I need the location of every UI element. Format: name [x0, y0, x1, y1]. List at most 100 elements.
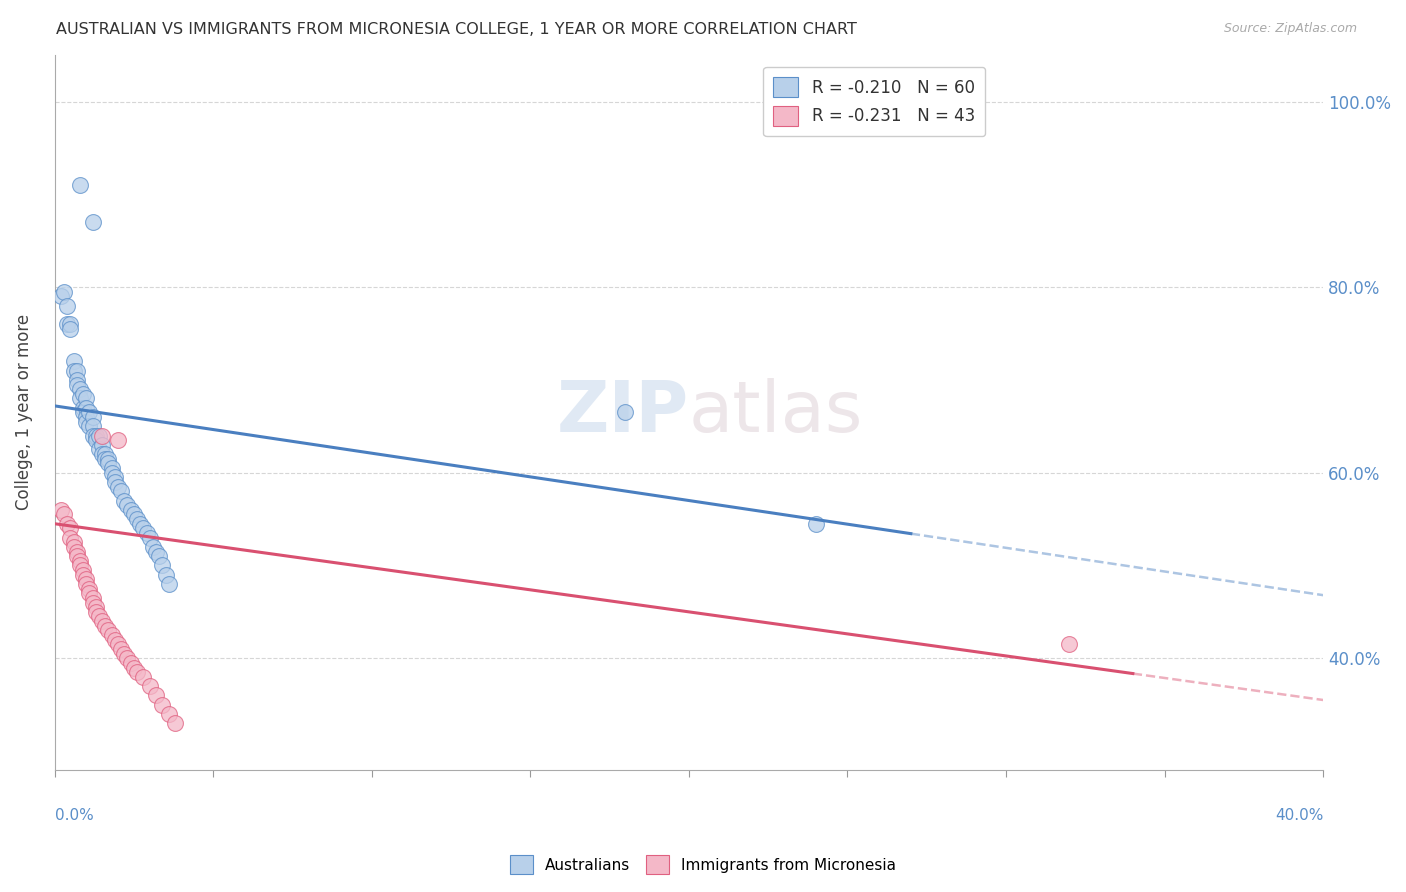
- Point: [84, 605, 107, 619]
- Point: [614, 405, 637, 419]
- Point: [84, 428, 107, 442]
- Point: [107, 637, 129, 651]
- Point: [120, 656, 142, 670]
- Point: [112, 647, 135, 661]
- Point: [84, 600, 107, 615]
- Point: [104, 470, 127, 484]
- Y-axis label: College, 1 year or more: College, 1 year or more: [15, 314, 32, 510]
- Point: [138, 679, 160, 693]
- Text: 0.0%: 0.0%: [55, 808, 93, 823]
- Point: [82, 596, 104, 610]
- Point: [66, 363, 89, 377]
- Point: [122, 660, 145, 674]
- Point: [87, 428, 110, 442]
- Point: [117, 498, 139, 512]
- Point: [69, 382, 91, 396]
- Point: [132, 670, 155, 684]
- Point: [87, 442, 110, 457]
- Point: [82, 591, 104, 605]
- Point: [129, 516, 152, 531]
- Point: [66, 544, 89, 558]
- Point: [72, 405, 94, 419]
- Point: [112, 493, 135, 508]
- Point: [56, 516, 79, 531]
- Point: [75, 401, 97, 415]
- Point: [53, 285, 76, 299]
- Point: [107, 433, 129, 447]
- Point: [91, 438, 114, 452]
- Point: [82, 409, 104, 424]
- Point: [804, 516, 827, 531]
- Point: [59, 317, 82, 331]
- Point: [82, 215, 104, 229]
- Point: [62, 354, 84, 368]
- Point: [87, 609, 110, 624]
- Point: [135, 526, 157, 541]
- Point: [150, 558, 173, 573]
- Point: [125, 512, 148, 526]
- Point: [79, 405, 101, 419]
- Point: [56, 317, 79, 331]
- Point: [62, 540, 84, 554]
- Point: [72, 401, 94, 415]
- Point: [94, 619, 117, 633]
- Legend: R = -0.210   N = 60, R = -0.231   N = 43: R = -0.210 N = 60, R = -0.231 N = 43: [763, 67, 986, 136]
- Text: AUSTRALIAN VS IMMIGRANTS FROM MICRONESIA COLLEGE, 1 YEAR OR MORE CORRELATION CHA: AUSTRALIAN VS IMMIGRANTS FROM MICRONESIA…: [56, 22, 858, 37]
- Point: [72, 386, 94, 401]
- Point: [56, 299, 79, 313]
- Point: [91, 614, 114, 628]
- Point: [132, 521, 155, 535]
- Point: [120, 503, 142, 517]
- Point: [75, 577, 97, 591]
- Point: [104, 475, 127, 489]
- Point: [157, 706, 180, 721]
- Point: [125, 665, 148, 680]
- Point: [79, 419, 101, 434]
- Point: [69, 554, 91, 568]
- Point: [79, 586, 101, 600]
- Point: [75, 409, 97, 424]
- Point: [82, 428, 104, 442]
- Point: [69, 392, 91, 406]
- Point: [94, 447, 117, 461]
- Point: [148, 549, 170, 564]
- Point: [69, 558, 91, 573]
- Point: [97, 451, 120, 466]
- Point: [91, 447, 114, 461]
- Point: [122, 508, 145, 522]
- Point: [59, 521, 82, 535]
- Point: [163, 716, 186, 731]
- Point: [84, 433, 107, 447]
- Legend: Australians, Immigrants from Micronesia: Australians, Immigrants from Micronesia: [503, 849, 903, 880]
- Point: [62, 535, 84, 549]
- Point: [69, 178, 91, 192]
- Point: [91, 428, 114, 442]
- Point: [53, 508, 76, 522]
- Point: [1059, 637, 1081, 651]
- Text: 40.0%: 40.0%: [1275, 808, 1323, 823]
- Point: [66, 377, 89, 392]
- Point: [142, 540, 165, 554]
- Point: [104, 632, 127, 647]
- Point: [49, 289, 72, 303]
- Point: [150, 698, 173, 712]
- Point: [79, 582, 101, 596]
- Point: [100, 466, 122, 480]
- Point: [100, 461, 122, 475]
- Point: [97, 624, 120, 638]
- Point: [75, 392, 97, 406]
- Point: [97, 457, 120, 471]
- Point: [82, 419, 104, 434]
- Point: [155, 567, 177, 582]
- Point: [59, 531, 82, 545]
- Point: [145, 544, 167, 558]
- Text: ZIP: ZIP: [557, 378, 689, 447]
- Point: [75, 415, 97, 429]
- Point: [157, 577, 180, 591]
- Point: [110, 484, 132, 499]
- Point: [66, 373, 89, 387]
- Point: [75, 573, 97, 587]
- Point: [145, 689, 167, 703]
- Point: [100, 628, 122, 642]
- Point: [110, 642, 132, 657]
